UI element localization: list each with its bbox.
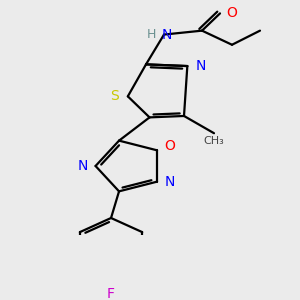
Text: F: F [107, 287, 115, 300]
Text: H: H [146, 28, 156, 41]
Text: CH₃: CH₃ [204, 136, 224, 146]
Text: S: S [110, 89, 119, 103]
Text: O: O [226, 6, 237, 20]
Text: N: N [162, 28, 172, 42]
Text: N: N [195, 59, 206, 73]
Text: N: N [77, 159, 88, 173]
Text: O: O [165, 140, 176, 153]
Text: N: N [165, 175, 175, 189]
